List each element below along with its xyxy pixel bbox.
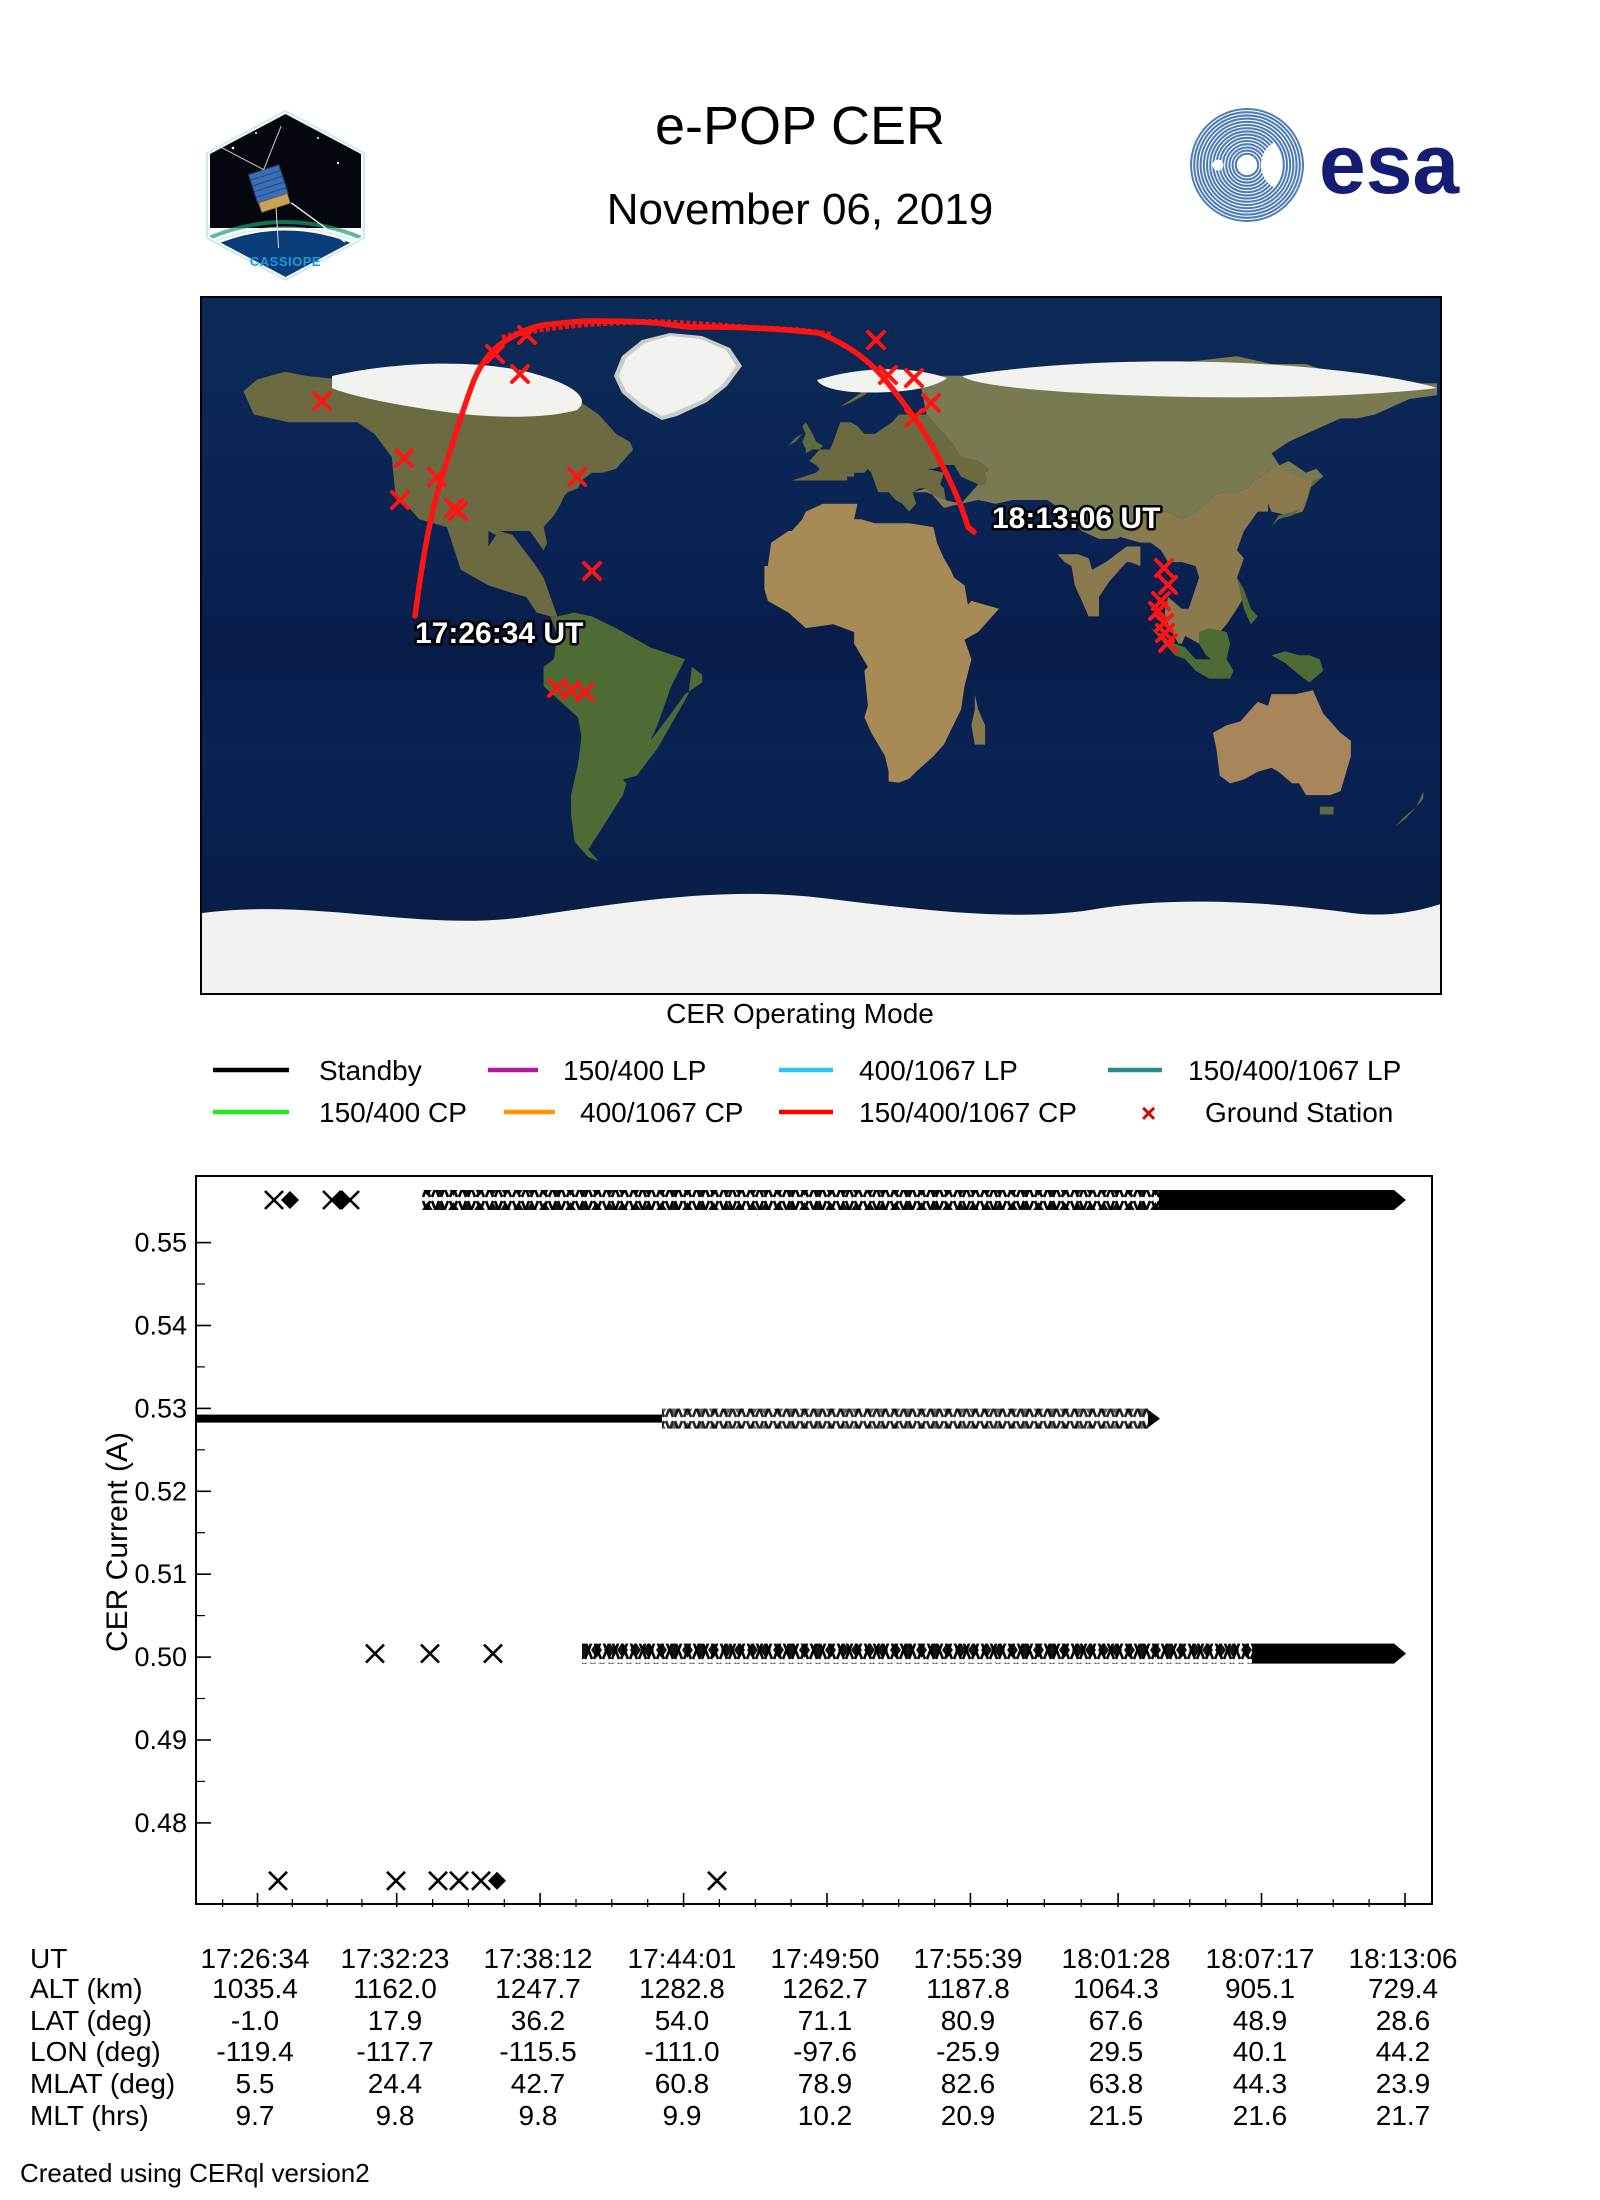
svg-text:0.51: 0.51 <box>134 1559 187 1589</box>
svg-text:150/400/1067 CP: 150/400/1067 CP <box>859 1097 1077 1128</box>
svg-text:0.48: 0.48 <box>134 1808 187 1838</box>
svg-text:150/400/1067 LP: 150/400/1067 LP <box>1188 1055 1401 1086</box>
svg-text:18:13:06 UT: 18:13:06 UT <box>992 502 1160 535</box>
svg-text:150/400 LP: 150/400 LP <box>563 1055 706 1086</box>
svg-text:0.52: 0.52 <box>134 1476 187 1506</box>
svg-text:400/1067 CP: 400/1067 CP <box>580 1097 743 1128</box>
svg-text:150/400 CP: 150/400 CP <box>319 1097 467 1128</box>
svg-text:0.54: 0.54 <box>134 1311 187 1341</box>
svg-text:CASSIOPE: CASSIOPE <box>250 254 321 269</box>
svg-text:0.49: 0.49 <box>134 1725 187 1755</box>
svg-text:×: × <box>1141 1098 1156 1128</box>
svg-text:0.55: 0.55 <box>134 1228 187 1258</box>
svg-text:0.50: 0.50 <box>134 1642 187 1672</box>
svg-text:0.53: 0.53 <box>134 1393 187 1423</box>
svg-text:400/1067 LP: 400/1067 LP <box>859 1055 1018 1086</box>
svg-text:CER Current (A): CER Current (A) <box>101 1432 134 1652</box>
svg-text:Standby: Standby <box>319 1055 422 1086</box>
svg-text:Ground Station: Ground Station <box>1205 1097 1393 1128</box>
svg-text:17:26:34 UT: 17:26:34 UT <box>415 617 583 650</box>
